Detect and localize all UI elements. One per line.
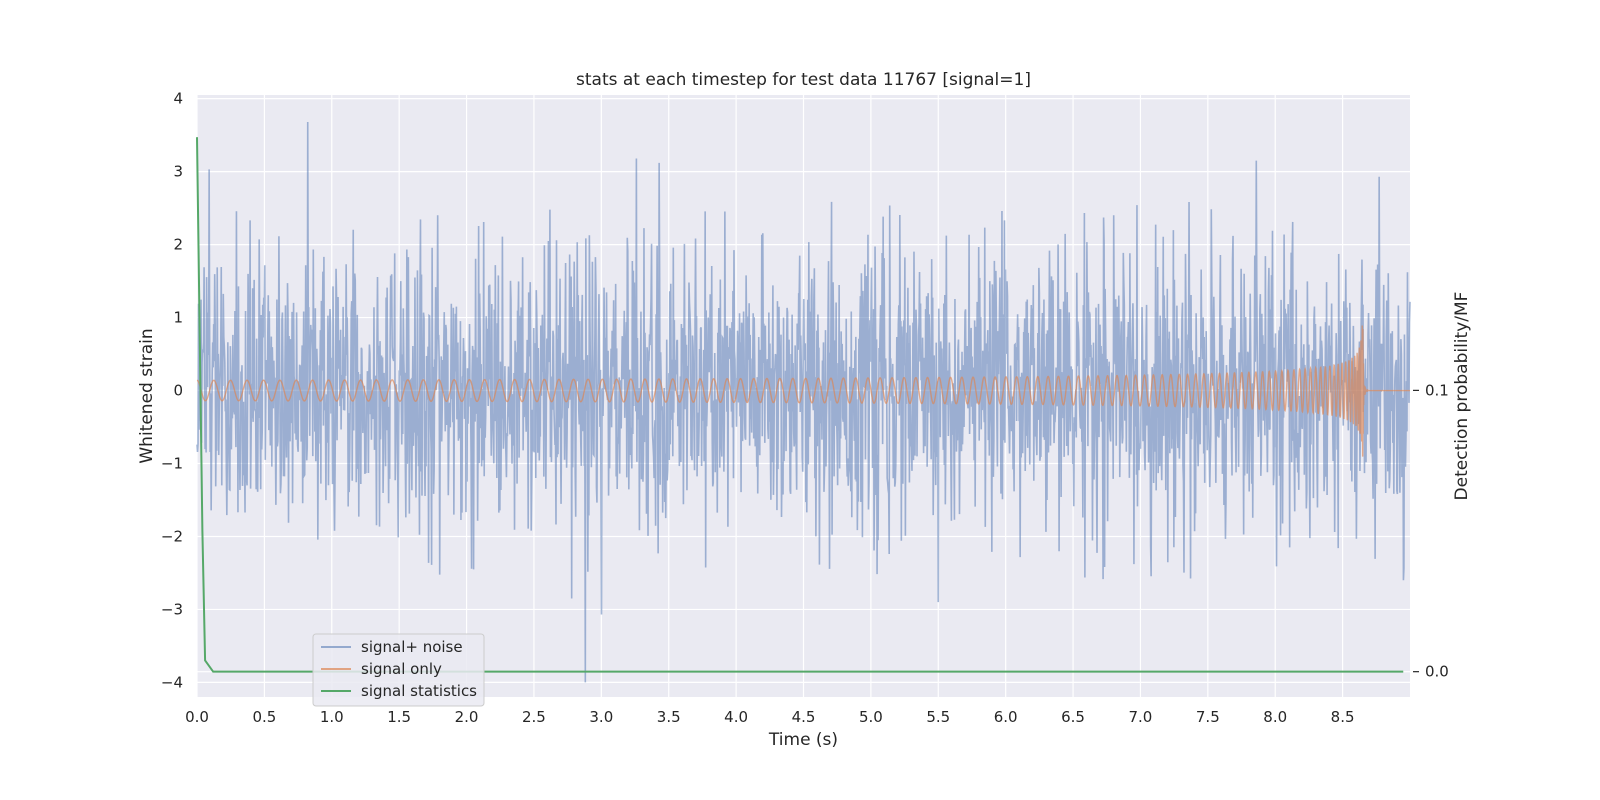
y-axis-label: Whitened strain xyxy=(137,328,157,463)
x-tick-label: 0.0 xyxy=(185,708,209,726)
legend-entry-label: signal statistics xyxy=(361,682,477,700)
series-signal-plus-noise-line xyxy=(196,121,1411,683)
y-tick-label: 3 xyxy=(173,163,183,181)
x-tick-label: 1.0 xyxy=(320,708,344,726)
x-tick-label: 8.5 xyxy=(1331,708,1355,726)
x-axis-label: Time (s) xyxy=(768,730,838,750)
y2-tick-label: 0.0 xyxy=(1425,663,1449,681)
y-tick-label: 4 xyxy=(173,90,183,108)
series-signal-only-line xyxy=(196,325,1410,457)
x-tick-label: 4.0 xyxy=(724,708,748,726)
x-tick-label: 5.0 xyxy=(859,708,883,726)
y2-tick-label: 0.1 xyxy=(1425,381,1449,399)
y-tick-label: 1 xyxy=(173,309,183,327)
x-tick-label: 8.0 xyxy=(1263,708,1287,726)
x-tick-label: 6.0 xyxy=(994,708,1018,726)
legend: signal+ noise signal only signal statistic… xyxy=(312,633,485,707)
x-tick-label: 3.0 xyxy=(589,708,613,726)
x-tick-label: 5.5 xyxy=(926,708,950,726)
legend-entry-label: signal+ noise xyxy=(361,638,463,656)
legend-box xyxy=(312,633,485,707)
x-tick-label: 2.0 xyxy=(455,708,479,726)
x-tick-label: 2.5 xyxy=(522,708,546,726)
legend-entry-label: signal only xyxy=(361,660,442,678)
x-tick-label: 3.5 xyxy=(657,708,681,726)
y-tick-label: −4 xyxy=(161,673,183,691)
y2-axis-label: Detection probability/MF xyxy=(1452,292,1472,501)
y2-axis-ticks: 0.1 0.0 xyxy=(1413,381,1449,681)
y-tick-label: 2 xyxy=(173,236,183,254)
y-axis-ticks: 4 3 2 1 0 −1 −2 −3 −4 xyxy=(161,90,183,692)
x-tick-label: 1.5 xyxy=(387,708,411,726)
chart-title: stats at each timestep for test data 117… xyxy=(576,70,1031,90)
y-tick-label: −3 xyxy=(161,600,183,618)
x-tick-label: 0.5 xyxy=(252,708,276,726)
x-tick-label: 7.5 xyxy=(1196,708,1220,726)
x-tick-label: 4.5 xyxy=(792,708,816,726)
x-tick-label: 7.0 xyxy=(1129,708,1153,726)
x-axis-ticks: 0.0 0.5 1.0 1.5 2.0 2.5 3.0 3.5 4.0 4.5 5.0 5.5 6.0 6… xyxy=(185,708,1354,726)
x-tick-label: 6.5 xyxy=(1061,708,1085,726)
y-tick-label: −1 xyxy=(161,454,183,472)
y-tick-label: 0 xyxy=(173,382,183,400)
y-tick-label: −2 xyxy=(161,527,183,545)
